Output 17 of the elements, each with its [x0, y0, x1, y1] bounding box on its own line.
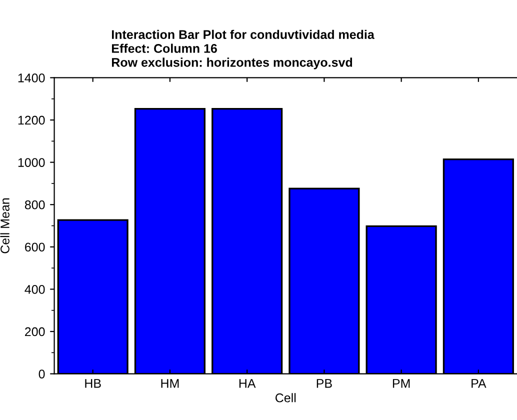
- y-tick-label: 1200: [18, 116, 45, 125]
- x-tick-label: PA: [472, 379, 486, 388]
- y-tick-label: 1000: [18, 158, 45, 167]
- y-axis-title: Cell Mean: [0, 198, 10, 254]
- x-tick-label: HA: [239, 379, 256, 388]
- x-tick-label: PB: [316, 379, 332, 388]
- chart-title: Interaction Bar Plot for conduvtividad media Effect: Column 16 Row exclusion: horizontes moncayo.svd: [112, 30, 374, 70]
- x-tick-label: HB: [85, 379, 101, 388]
- x-axis-title: Cell: [276, 393, 296, 402]
- y-tick-label: 0: [38, 370, 45, 378]
- y-tick-label: 400: [24, 285, 45, 294]
- y-tick-label: 600: [25, 242, 45, 252]
- y-tick-label: 800: [24, 200, 45, 210]
- x-tick-label: HM: [161, 379, 179, 388]
- y-tick-label: 200: [25, 327, 45, 336]
- y-tick-label: 1400: [18, 74, 45, 82]
- x-tick-label: PM: [392, 379, 410, 388]
